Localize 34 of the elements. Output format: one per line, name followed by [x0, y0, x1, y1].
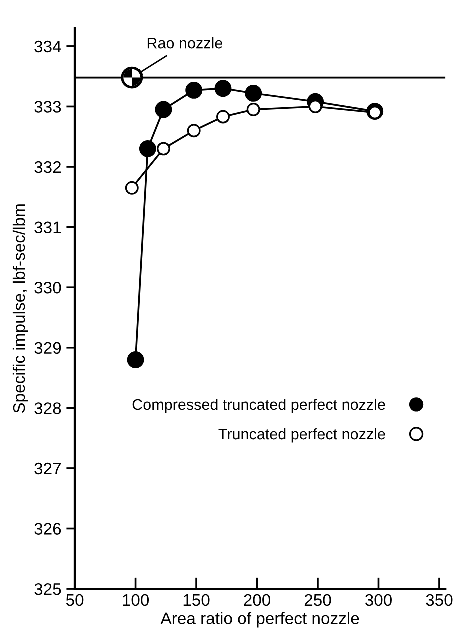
y-tick-label: 329 [34, 342, 62, 354]
x-tick-label: 200 [244, 594, 271, 606]
x-tick-label: 100 [123, 594, 150, 606]
legend-label: Truncated perfect nozzle [218, 428, 386, 443]
x-tick-label: 50 [66, 594, 84, 606]
point [308, 100, 322, 114]
point [156, 142, 170, 156]
point [139, 140, 156, 158]
annotation: Rao nozzle [148, 38, 222, 49]
y-tick-label: 334 [34, 40, 62, 53]
legend-label: Compressed truncated perfect nozzle [132, 398, 386, 414]
y-tick-label: 331 [34, 222, 62, 234]
y-tick-label: 330 [34, 282, 62, 294]
point [216, 110, 230, 124]
point [155, 101, 172, 118]
y-tick-label: 325 [34, 583, 62, 596]
x-tick-label: 350 [426, 594, 453, 606]
point [245, 84, 262, 102]
point [214, 80, 232, 98]
y-tick-label: 326 [34, 523, 62, 535]
y-tick-label: 328 [34, 402, 62, 414]
x-tick-label: 300 [365, 594, 392, 606]
y-tick-label: 332 [34, 161, 62, 174]
y-tick-label: 333 [34, 101, 62, 113]
point [187, 124, 201, 138]
y-tick-label: 327 [34, 462, 62, 475]
x-axis-title: Area ratio of perfect nozzle [160, 612, 360, 628]
x-tick-label: 150 [184, 594, 210, 606]
point [125, 181, 139, 195]
point [127, 351, 144, 368]
point [186, 82, 203, 99]
point [246, 103, 260, 116]
y-axis-title: Specific impulse, lbf-sec/lbm [12, 204, 28, 414]
x-tick-label: 250 [304, 594, 332, 606]
